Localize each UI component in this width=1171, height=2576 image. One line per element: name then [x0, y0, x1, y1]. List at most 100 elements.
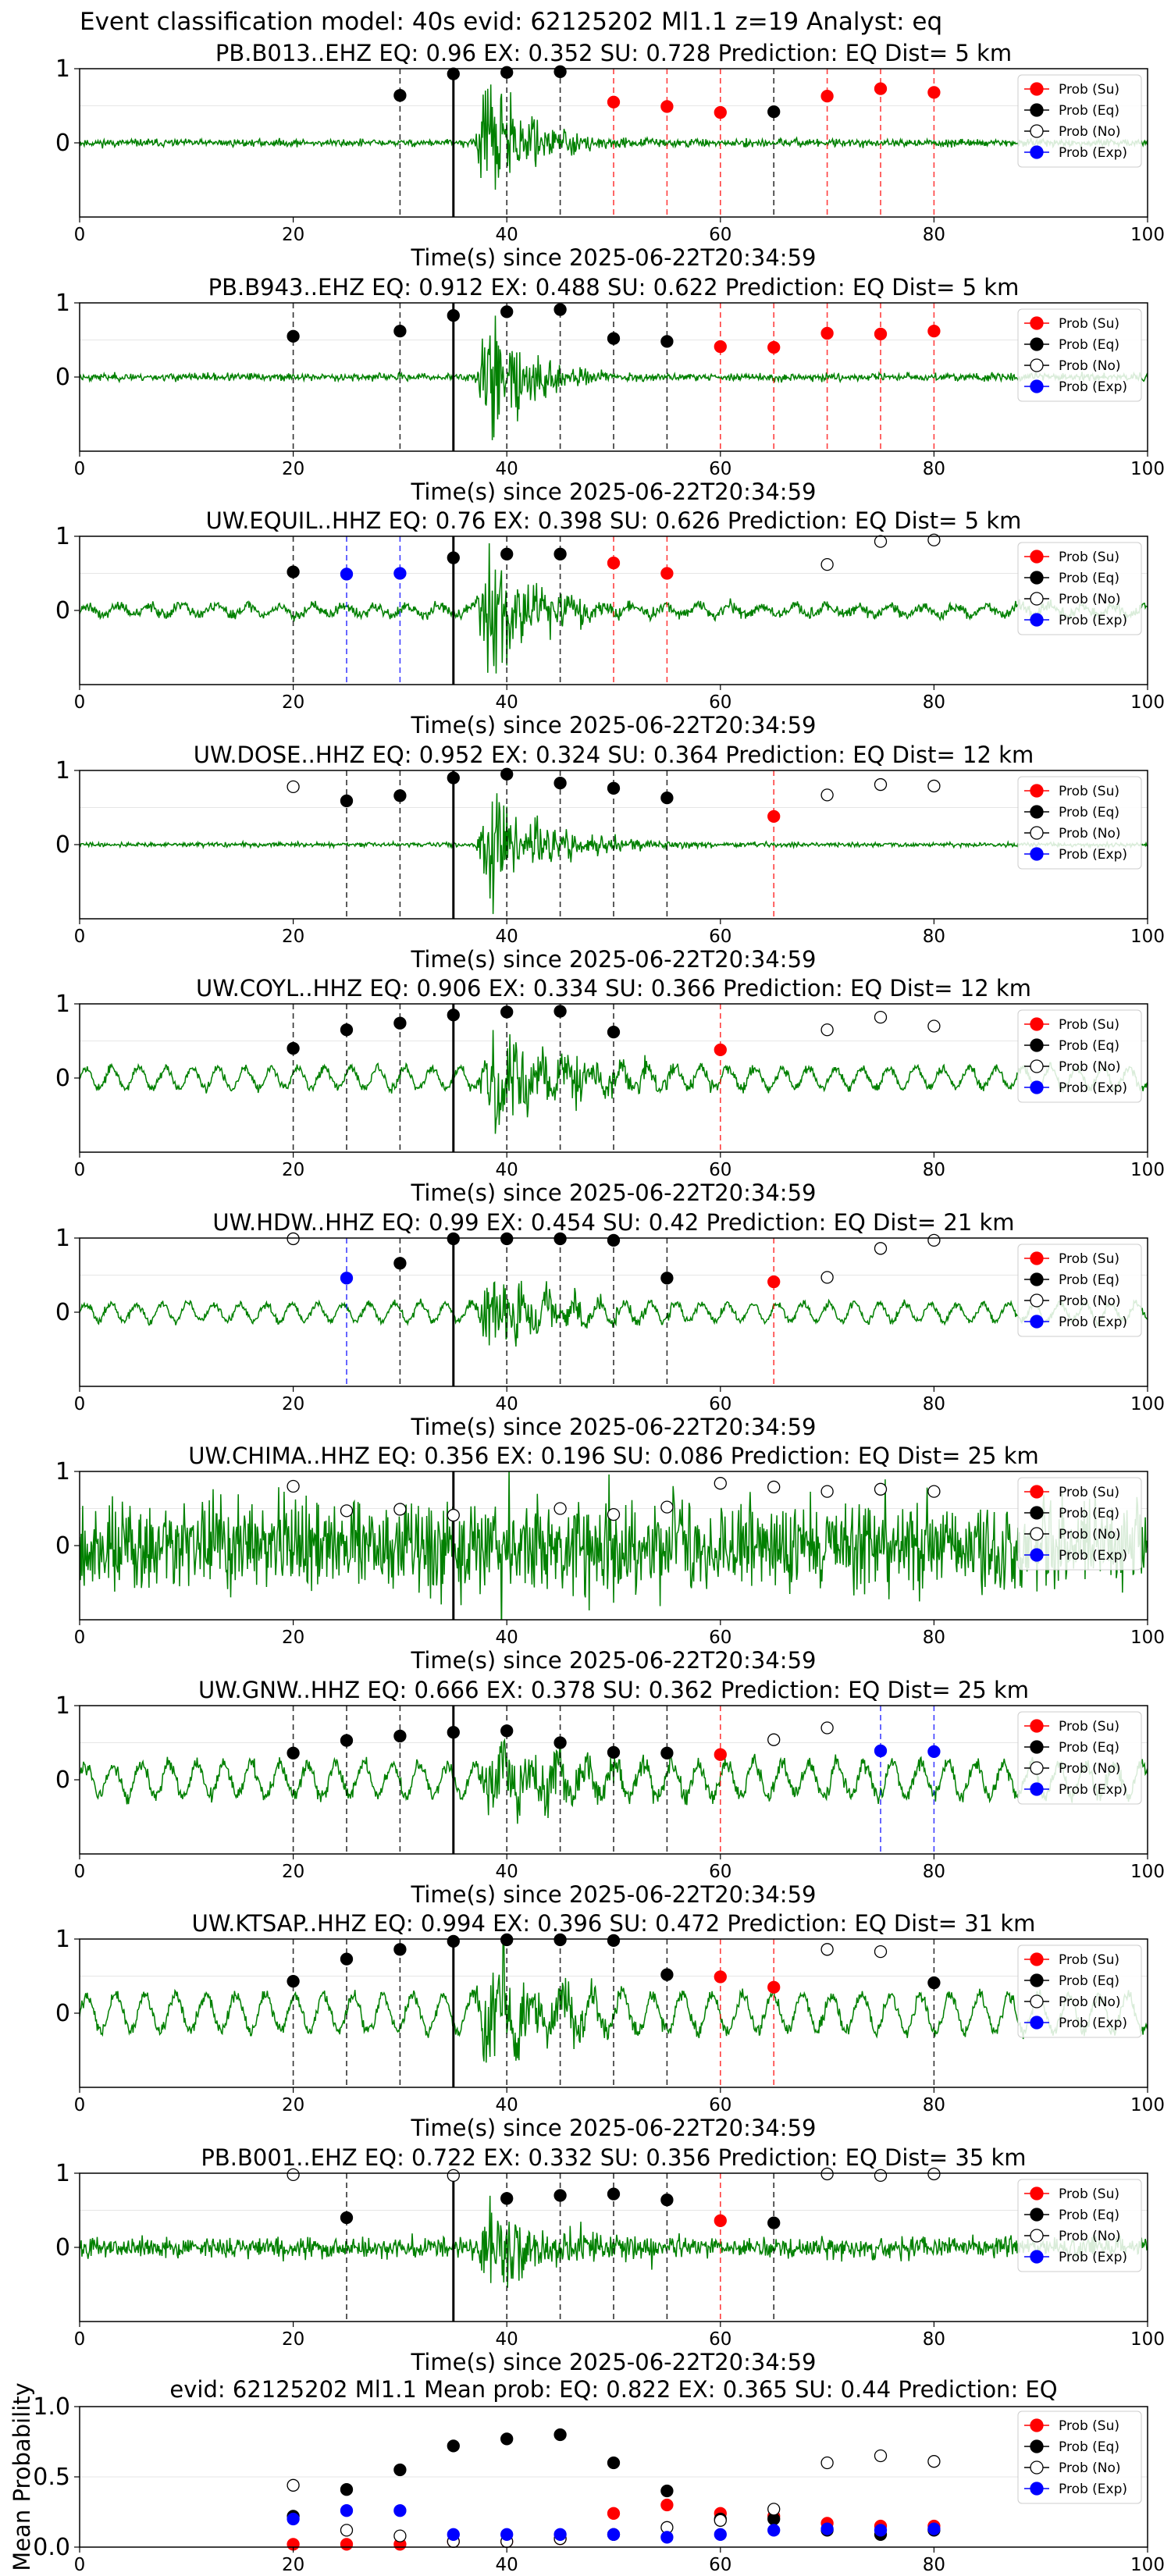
- y-tick-label: 1: [55, 1926, 70, 1953]
- prob-marker-eq: [447, 1726, 460, 1739]
- x-tick-label: 20: [282, 2095, 304, 2115]
- prob-marker-eq: [607, 1025, 621, 1039]
- legend-box: [1017, 308, 1142, 402]
- y-tick-label: 0: [55, 831, 70, 859]
- prob-marker-eq: [500, 66, 514, 79]
- x-axis-label: Time(s) since 2025-06-22T20:34:59: [411, 2115, 817, 2141]
- prob-marker-eq: [393, 1016, 407, 1030]
- prob-marker-eq: [553, 777, 567, 790]
- x-tick-label: 60: [709, 692, 731, 713]
- prob-marker-eq: [447, 67, 460, 80]
- prob-marker-su: [767, 1275, 781, 1289]
- legend-marker-su: [1030, 2186, 1044, 2201]
- legend-box: [1017, 1009, 1142, 1103]
- legend-label: Prob (No): [1059, 1994, 1121, 2010]
- station-panel-uw-equil-hhz: UW.EQUIL..HHZ EQ: 0.76 EX: 0.398 SU: 0.6…: [55, 507, 1165, 738]
- legend-marker-su: [1030, 82, 1044, 96]
- legend-label: Prob (Eq): [1059, 1506, 1119, 1521]
- legend-marker-su: [1030, 316, 1044, 330]
- prob-marker-no: [714, 1477, 727, 1490]
- x-tick-label: 60: [709, 1628, 731, 1648]
- mean-marker-no: [767, 2503, 781, 2516]
- x-tick-label: 0: [74, 1394, 86, 1414]
- mean-marker-su: [660, 2498, 674, 2512]
- prob-marker-eq: [553, 2189, 567, 2202]
- legend-label: Prob (Exp): [1059, 2482, 1127, 2497]
- y-tick-label: 1.0: [33, 2393, 70, 2421]
- prob-marker-no: [874, 1944, 888, 1959]
- y-tick-label: 0: [55, 2234, 70, 2261]
- y-tick-label: 0: [55, 1767, 70, 1794]
- legend-marker-exp: [1030, 1782, 1044, 1796]
- x-axis-label: Time(s) since 2025-06-22T20:34:59: [411, 946, 817, 973]
- prob-marker-su: [820, 90, 834, 103]
- prob-marker-eq: [500, 305, 514, 318]
- mean-marker-exp: [447, 2528, 460, 2541]
- y-tick-label: 0.0: [33, 2534, 70, 2561]
- x-tick-label: 20: [282, 459, 304, 479]
- legend-label: Prob (Su): [1059, 2418, 1119, 2434]
- y-tick-label: 1: [55, 1458, 70, 1485]
- y-tick-label: 1: [55, 1692, 70, 1720]
- prob-marker-su: [714, 340, 727, 354]
- mean-marker-no: [340, 2524, 354, 2537]
- legend-box: [1017, 1244, 1142, 1337]
- legend-marker-su: [1030, 1251, 1044, 1265]
- legend-marker-eq: [1030, 805, 1044, 819]
- waveform-trace: [80, 315, 1148, 440]
- panel-title: PB.B001..EHZ EQ: 0.722 EX: 0.332 SU: 0.3…: [201, 2144, 1026, 2171]
- prob-marker-no: [874, 1010, 888, 1024]
- x-tick-label: 100: [1130, 459, 1165, 479]
- legend-label: Prob (No): [1059, 2229, 1121, 2244]
- x-axis-label: Time(s) since 2025-06-22T20:34:59: [411, 1179, 817, 1206]
- mean-marker-no: [927, 2455, 941, 2468]
- prob-marker-eq: [553, 1005, 567, 1018]
- x-tick-label: 40: [496, 459, 518, 479]
- legend-marker-no: [1030, 2460, 1044, 2475]
- prob-marker-exp: [927, 1745, 941, 1759]
- mean-marker-no: [714, 2514, 727, 2527]
- legend-label: Prob (Exp): [1059, 1548, 1127, 1564]
- legend-marker-exp: [1030, 1548, 1044, 1562]
- station-panel-pb-b001-ehz: PB.B001..EHZ EQ: 0.722 EX: 0.332 SU: 0.3…: [55, 2144, 1165, 2375]
- mean-marker-su: [340, 2538, 354, 2551]
- prob-marker-eq: [607, 1934, 621, 1948]
- legend-label: Prob (Exp): [1059, 1315, 1127, 1330]
- panel-title: PB.B013..EHZ EQ: 0.96 EX: 0.352 SU: 0.72…: [215, 40, 1012, 66]
- mean-marker-eq: [607, 2456, 621, 2470]
- station-panel-uw-coyl-hhz: UW.COYL..HHZ EQ: 0.906 EX: 0.334 SU: 0.3…: [55, 975, 1165, 1206]
- y-tick-label: 0: [55, 597, 70, 624]
- y-tick-label: 0.5: [33, 2464, 70, 2491]
- legend-marker-eq: [1030, 1506, 1044, 1520]
- x-tick-label: 60: [709, 1862, 731, 1882]
- mean-marker-exp: [874, 2524, 888, 2537]
- legend-label: Prob (Eq): [1059, 2208, 1119, 2223]
- legend-marker-su: [1030, 1952, 1044, 1966]
- legend-marker-exp: [1030, 379, 1044, 393]
- x-tick-label: 20: [282, 692, 304, 713]
- prob-marker-no: [874, 1242, 888, 1255]
- mean-marker-exp: [714, 2528, 727, 2541]
- x-axis-label: Time(s) since 2025-06-22T20:34:59: [411, 712, 817, 738]
- prob-marker-no: [447, 2169, 460, 2183]
- mean-marker-exp: [500, 2528, 514, 2541]
- y-tick-label: 1: [55, 991, 70, 1018]
- prob-marker-eq: [287, 565, 300, 578]
- x-axis-label: Time(s) since 2025-06-22T20:34:59: [411, 1414, 817, 1440]
- prob-marker-no: [287, 780, 300, 794]
- prob-marker-exp: [340, 1272, 354, 1285]
- y-tick-label: 1: [55, 523, 70, 550]
- legend-box: [1017, 776, 1142, 870]
- x-tick-label: 80: [923, 1862, 945, 1882]
- prob-marker-eq: [393, 324, 407, 338]
- prob-marker-eq: [340, 1023, 354, 1037]
- x-tick-label: 40: [496, 1862, 518, 1882]
- mean-marker-exp: [607, 2528, 621, 2541]
- panel-title: UW.COYL..HHZ EQ: 0.906 EX: 0.334 SU: 0.3…: [196, 975, 1031, 1002]
- prob-marker-no: [447, 1508, 460, 1522]
- legend-label: Prob (Eq): [1059, 1272, 1119, 1288]
- prob-marker-eq: [340, 1952, 354, 1966]
- mean-marker-exp: [820, 2522, 834, 2535]
- mean-probability-panel: evid: 62125202 Ml1.1 Mean prob: EQ: 0.82…: [9, 2376, 1165, 2575]
- legend-label: Prob (No): [1059, 592, 1121, 607]
